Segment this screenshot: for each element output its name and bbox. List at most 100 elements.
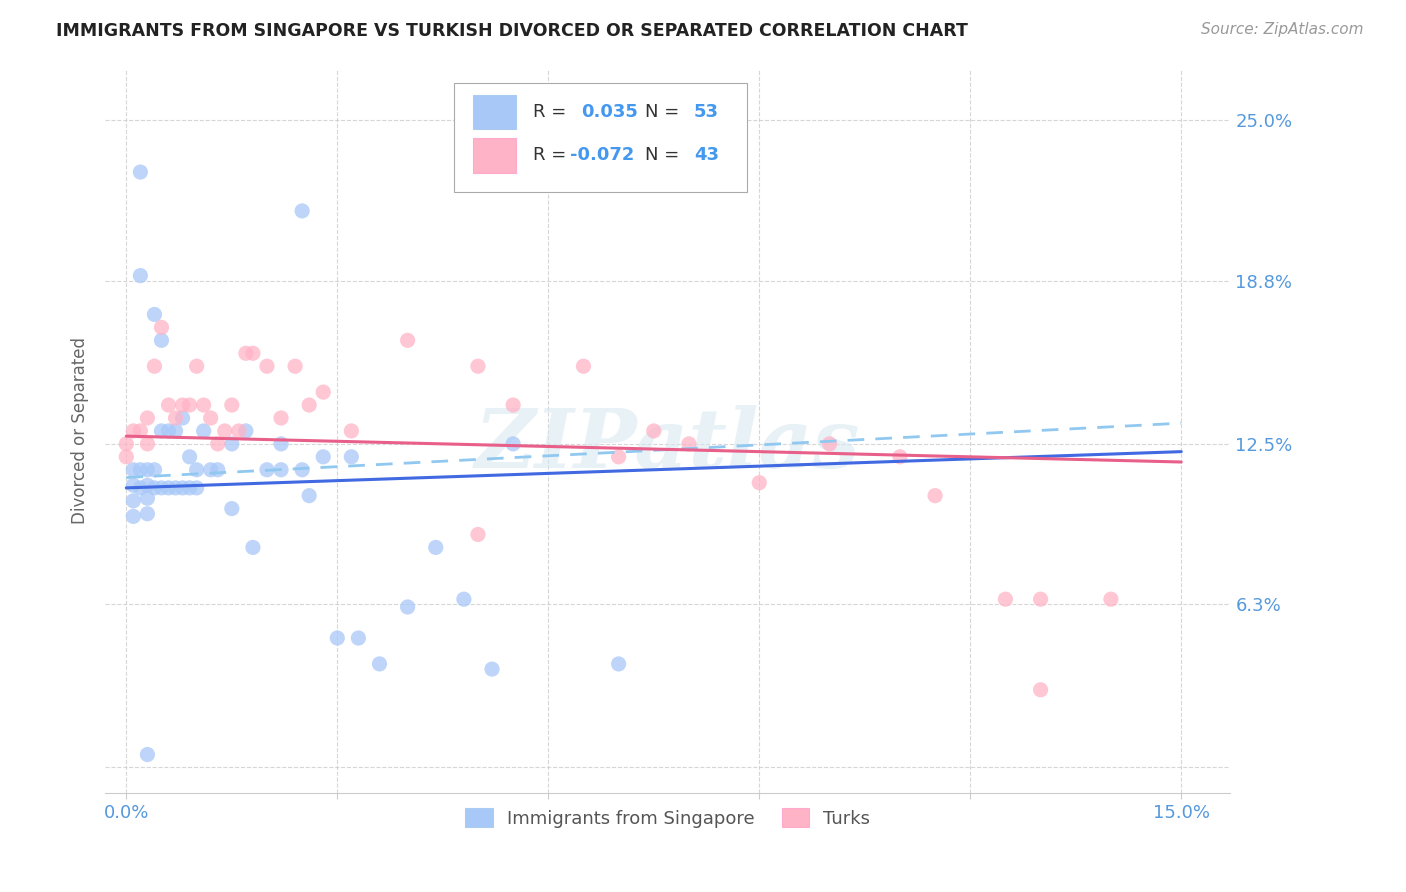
Point [136, 478, 159, 492]
Point [1029, 592, 1052, 607]
Point [502, 437, 524, 451]
Point [242, 541, 264, 555]
Bar [474, 138, 516, 173]
Point [221, 501, 243, 516]
Point [221, 437, 243, 451]
Point [607, 657, 630, 671]
Point [122, 493, 145, 508]
Point [924, 489, 946, 503]
Point [186, 481, 208, 495]
Text: Source: ZipAtlas.com: Source: ZipAtlas.com [1201, 22, 1364, 37]
Text: ZIPatlas: ZIPatlas [475, 406, 860, 485]
Point [172, 411, 194, 425]
Point [157, 481, 180, 495]
Point [453, 592, 475, 607]
Point [467, 527, 489, 541]
Point [200, 463, 222, 477]
Point [221, 398, 243, 412]
Point [150, 481, 173, 495]
Point [172, 481, 194, 495]
Point [340, 450, 363, 464]
Point [157, 424, 180, 438]
Point [129, 268, 152, 283]
Point [150, 334, 173, 348]
Point [425, 541, 447, 555]
Point [157, 398, 180, 412]
Point [136, 463, 159, 477]
Point [165, 411, 187, 425]
Text: 43: 43 [693, 146, 718, 164]
Point [368, 657, 391, 671]
Point [207, 437, 229, 451]
Point [214, 424, 236, 438]
Point [1099, 592, 1122, 607]
Text: N =: N = [645, 146, 685, 164]
Text: 53: 53 [693, 103, 718, 121]
Point [291, 203, 314, 218]
Point [193, 398, 215, 412]
Point [143, 481, 166, 495]
Point [172, 398, 194, 412]
Point [396, 334, 419, 348]
Point [122, 509, 145, 524]
Point [179, 398, 201, 412]
Text: 0.035: 0.035 [581, 103, 638, 121]
Point [298, 398, 321, 412]
Point [467, 359, 489, 374]
Point [136, 507, 159, 521]
Point [298, 489, 321, 503]
Point [179, 481, 201, 495]
Point [256, 359, 278, 374]
Point [1029, 682, 1052, 697]
Point [312, 385, 335, 400]
Point [115, 437, 138, 451]
Y-axis label: Divorced or Separated: Divorced or Separated [72, 337, 89, 524]
Point [572, 359, 595, 374]
Point [143, 463, 166, 477]
Text: N =: N = [645, 103, 685, 121]
Point [207, 463, 229, 477]
Point [193, 424, 215, 438]
Point [143, 308, 166, 322]
Point [129, 165, 152, 179]
Point [256, 463, 278, 477]
Point [291, 463, 314, 477]
Point [129, 463, 152, 477]
Point [129, 424, 152, 438]
Text: -0.072: -0.072 [569, 146, 634, 164]
Point [235, 424, 257, 438]
Point [122, 478, 145, 492]
Point [165, 424, 187, 438]
Point [994, 592, 1017, 607]
Point [643, 424, 665, 438]
Point [179, 450, 201, 464]
Text: R =: R = [533, 146, 572, 164]
Point [200, 411, 222, 425]
Point [150, 320, 173, 334]
FancyBboxPatch shape [454, 83, 747, 192]
Point [235, 346, 257, 360]
Point [678, 437, 700, 451]
Point [186, 359, 208, 374]
Point [122, 463, 145, 477]
Point [143, 359, 166, 374]
Point [270, 463, 292, 477]
Point [242, 346, 264, 360]
Point [115, 450, 138, 464]
Point [136, 437, 159, 451]
Point [284, 359, 307, 374]
Text: R =: R = [533, 103, 572, 121]
Point [607, 450, 630, 464]
Point [186, 463, 208, 477]
Point [481, 662, 503, 676]
Point [165, 481, 187, 495]
Point [136, 411, 159, 425]
Bar [474, 95, 516, 129]
Point [136, 491, 159, 506]
Point [748, 475, 770, 490]
Point [270, 411, 292, 425]
Point [150, 424, 173, 438]
Point [312, 450, 335, 464]
Point [228, 424, 250, 438]
Point [129, 481, 152, 495]
